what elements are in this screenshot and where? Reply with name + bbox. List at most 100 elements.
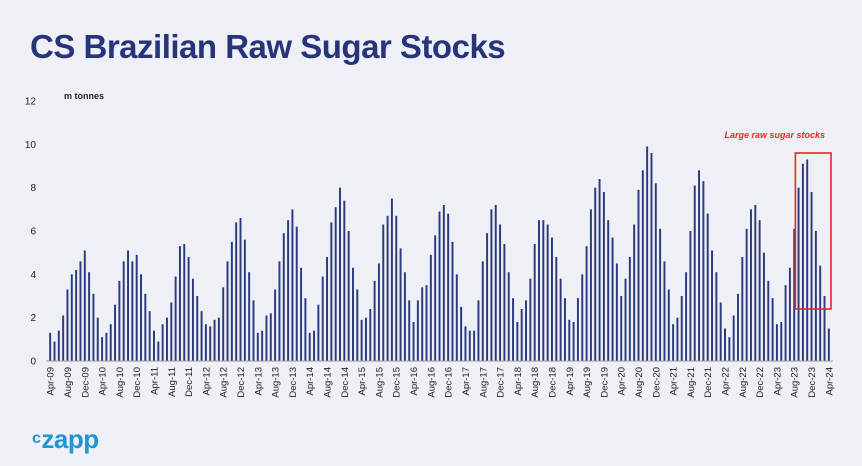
bar [806,159,809,361]
bar [589,209,592,361]
bar [784,285,787,361]
bar [490,209,493,361]
x-tick-label: Apr-09 [46,367,57,396]
x-tick-label: Apr-15 [357,367,368,396]
bar [269,313,272,361]
bar [819,265,822,361]
bar [615,263,618,361]
bar [698,170,701,361]
bar [222,287,225,361]
annotation-box [794,152,832,310]
x-tick-label: Aug-14 [323,367,334,398]
bar [533,244,536,361]
y-tick-label: 12 [25,97,37,108]
x-tick-label: Dec-12 [236,367,247,398]
bar [780,322,783,361]
bar [559,278,562,361]
bar [641,170,644,361]
x-tick-label: Apr-19 [565,367,576,396]
bar [62,315,65,361]
bar [369,309,372,361]
bar [814,231,817,361]
bar [118,280,121,361]
bar [122,261,125,361]
bar [373,280,376,361]
bar [611,237,614,361]
bar [114,304,117,361]
bar [282,233,285,361]
bar [308,332,311,361]
bar [473,330,476,361]
bar [170,302,173,361]
bar [525,300,527,361]
y-tick-label: 6 [30,227,36,238]
bar [728,337,731,361]
bar [715,272,718,361]
bar [79,261,82,361]
bar [620,296,623,361]
bar [481,261,484,361]
x-tick-label: Aug-09 [63,367,74,398]
bar [49,332,52,361]
bar [377,263,380,361]
bar [598,179,601,361]
bar [131,261,134,361]
bar [464,326,467,361]
x-tick-label: Aug-17 [478,367,489,398]
bar [455,274,458,361]
y-tick-label: 0 [30,357,36,368]
bar [144,293,147,361]
bar [507,272,510,361]
bar [702,181,705,361]
bar [287,220,290,361]
bar [602,192,605,361]
bar [797,187,800,361]
bar [672,324,675,361]
bar [823,296,826,361]
bar [174,276,177,361]
bar [737,293,739,361]
bar [429,254,432,361]
x-tick-label: Dec-13 [288,367,299,398]
bar [628,257,631,361]
bar [771,298,774,361]
bar [83,250,86,361]
bar [235,222,238,361]
bar [793,228,796,361]
x-tick-label: Dec-19 [599,367,610,398]
bar [265,315,268,361]
x-tick-label: Apr-14 [305,367,316,396]
x-tick-label: Apr-12 [201,367,212,396]
bar [196,296,199,361]
x-tick-label: Aug-15 [374,367,385,398]
bar [317,304,320,361]
bar [352,267,354,361]
bar [256,332,259,361]
y-tick-label: 10 [25,140,37,151]
bar [161,324,164,361]
x-tick-label: Dec-16 [444,367,455,398]
bar [538,220,540,361]
y-tick-label: 4 [30,270,36,281]
y-axis: 0 2 4 6 8 10 12 [25,97,37,368]
bar [364,317,367,361]
bar [88,272,91,361]
bar [576,298,579,361]
x-tick-label: Apr-23 [772,367,783,396]
bar [243,239,246,361]
bar [295,226,298,361]
bar [187,257,190,361]
x-tick-label: Aug-22 [738,367,749,398]
bar [92,293,95,361]
bar [520,309,523,361]
bar [667,289,670,361]
bar [178,246,181,361]
bar [390,198,393,361]
x-tick-label: Aug-12 [219,367,230,398]
bar [542,220,545,361]
bar [468,330,471,361]
bar [230,241,233,361]
x-tick-label: Apr-21 [669,367,680,396]
bar [330,222,333,361]
